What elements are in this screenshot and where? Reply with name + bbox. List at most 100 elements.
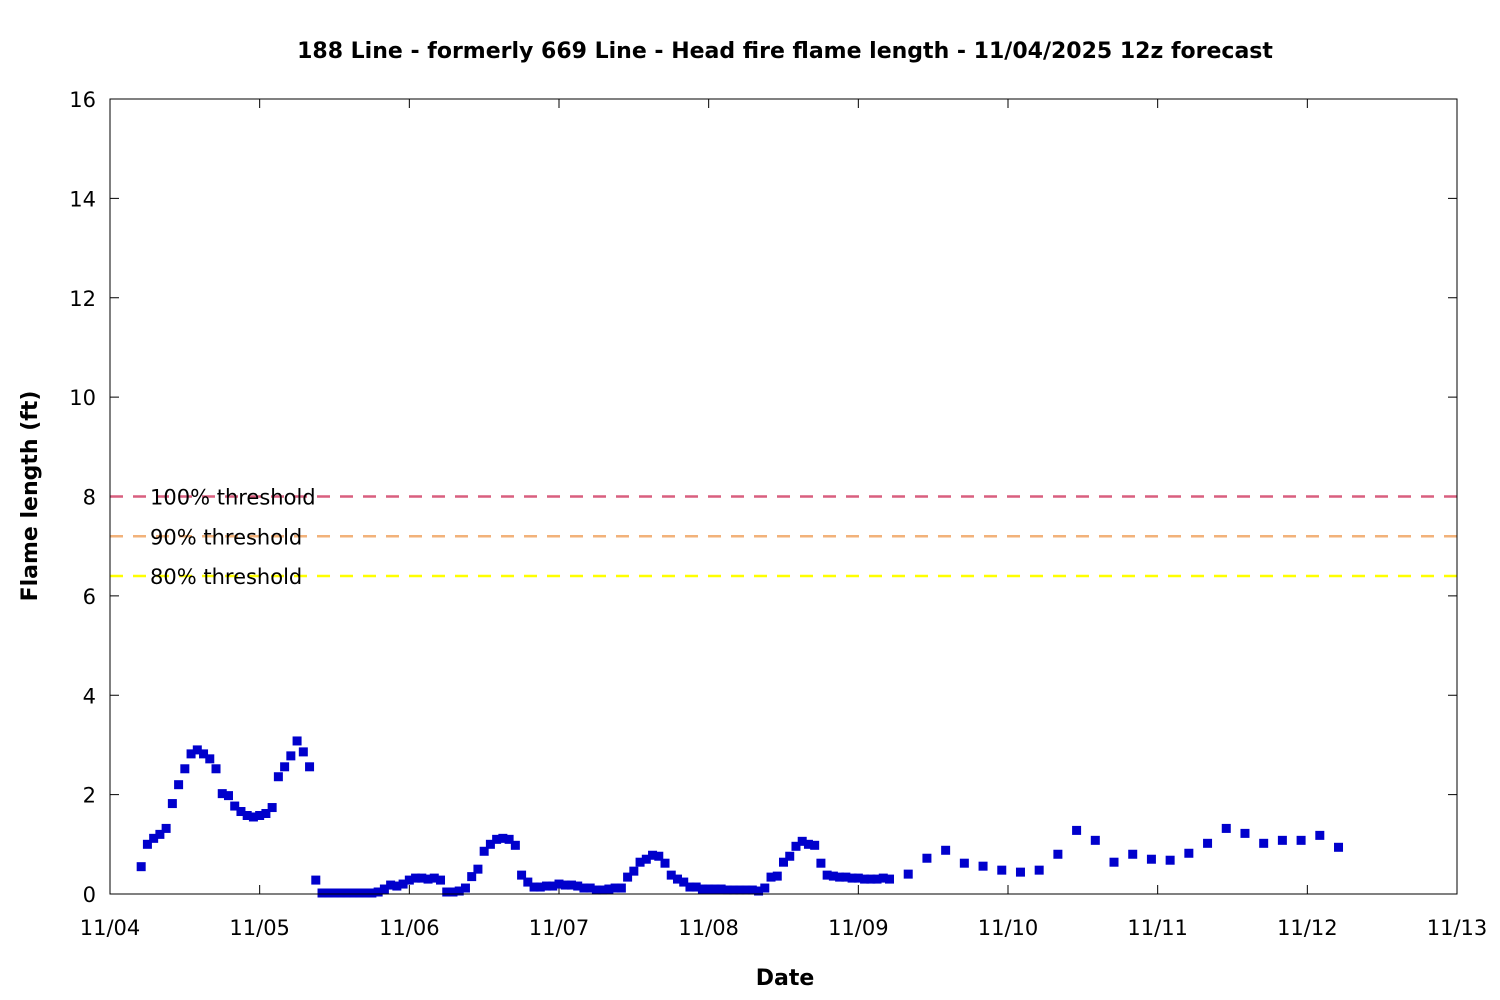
data-point	[517, 870, 527, 880]
x-tick-label: 11/06	[379, 916, 440, 940]
data-point	[835, 872, 845, 882]
x-tick-label: 11/13	[1427, 916, 1488, 940]
data-point	[255, 810, 265, 820]
data-point	[155, 829, 165, 839]
data-point	[648, 850, 658, 860]
data-point	[298, 747, 308, 757]
x-tick-label: 11/08	[678, 916, 739, 940]
data-point	[860, 874, 870, 884]
data-point	[1240, 828, 1250, 838]
data-point	[573, 881, 583, 891]
data-point	[280, 762, 290, 772]
data-point	[978, 861, 988, 871]
data-point	[373, 887, 383, 897]
data-point	[361, 888, 371, 898]
data-point	[729, 885, 739, 895]
y-tick-label: 12	[69, 287, 96, 311]
data-point	[1015, 867, 1025, 877]
data-point	[635, 857, 645, 867]
data-point	[292, 736, 302, 746]
data-point	[392, 881, 402, 891]
data-point	[217, 789, 227, 799]
data-point	[1184, 848, 1194, 858]
data-point	[941, 845, 951, 855]
y-tick-label: 0	[83, 883, 96, 907]
data-point	[685, 882, 695, 892]
data-point	[436, 875, 446, 885]
data-point	[473, 864, 483, 874]
data-point	[423, 874, 433, 884]
data-point	[161, 823, 171, 833]
data-point	[785, 851, 795, 861]
data-point	[803, 839, 813, 849]
y-tick-label: 16	[69, 88, 96, 112]
data-point	[623, 872, 633, 882]
data-point	[348, 888, 358, 898]
x-tick-label: 11/10	[978, 916, 1039, 940]
data-point	[654, 851, 664, 861]
data-point	[311, 875, 321, 885]
y-tick-label: 6	[83, 585, 96, 609]
data-point	[236, 807, 246, 817]
x-tick-label: 11/07	[529, 916, 590, 940]
data-point	[535, 882, 545, 892]
data-point	[267, 803, 277, 813]
data-point	[722, 885, 732, 895]
data-point	[591, 885, 601, 895]
data-point	[566, 880, 576, 890]
data-point	[192, 745, 202, 755]
data-point	[697, 884, 707, 894]
threshold-label: 100% threshold	[150, 486, 316, 510]
y-tick-label: 4	[83, 684, 96, 708]
y-tick-label: 14	[69, 187, 96, 211]
x-tick-label: 11/09	[828, 916, 889, 940]
data-points	[136, 736, 1344, 898]
data-point	[323, 888, 333, 898]
data-point	[810, 840, 820, 850]
y-tick-label: 2	[83, 784, 96, 808]
data-point	[485, 839, 495, 849]
data-point	[816, 858, 826, 868]
y-tick-label: 8	[83, 486, 96, 510]
data-point	[866, 874, 876, 884]
data-point	[199, 749, 209, 759]
data-point	[747, 885, 757, 895]
data-point	[847, 873, 857, 883]
data-point	[660, 858, 670, 868]
data-point	[286, 751, 296, 761]
data-point	[704, 884, 714, 894]
data-point	[997, 865, 1007, 875]
data-point	[1053, 849, 1063, 859]
data-point	[342, 888, 352, 898]
y-tick-label: 10	[69, 386, 96, 410]
x-tick-label: 11/12	[1277, 916, 1338, 940]
data-point	[448, 887, 458, 897]
data-point	[754, 886, 764, 896]
data-point	[398, 879, 408, 889]
data-point	[959, 858, 969, 868]
data-point	[242, 810, 252, 820]
data-point	[330, 888, 339, 898]
data-point	[716, 884, 726, 894]
data-point	[610, 883, 620, 893]
data-point	[273, 772, 283, 782]
data-point	[841, 872, 851, 882]
data-point	[548, 881, 558, 891]
data-point	[261, 809, 271, 819]
data-point	[404, 875, 414, 885]
data-point	[386, 880, 396, 890]
data-point	[142, 839, 152, 849]
data-point	[772, 871, 782, 881]
data-point	[641, 854, 651, 864]
data-point	[741, 885, 751, 895]
data-point	[822, 870, 832, 880]
data-point	[223, 791, 233, 801]
data-point	[454, 886, 464, 896]
data-point	[1334, 842, 1344, 852]
threshold-label: 90% threshold	[150, 525, 302, 549]
data-point	[1221, 823, 1231, 833]
data-point	[1109, 857, 1119, 867]
x-tick-label: 11/04	[80, 916, 141, 940]
data-point	[1128, 849, 1138, 859]
